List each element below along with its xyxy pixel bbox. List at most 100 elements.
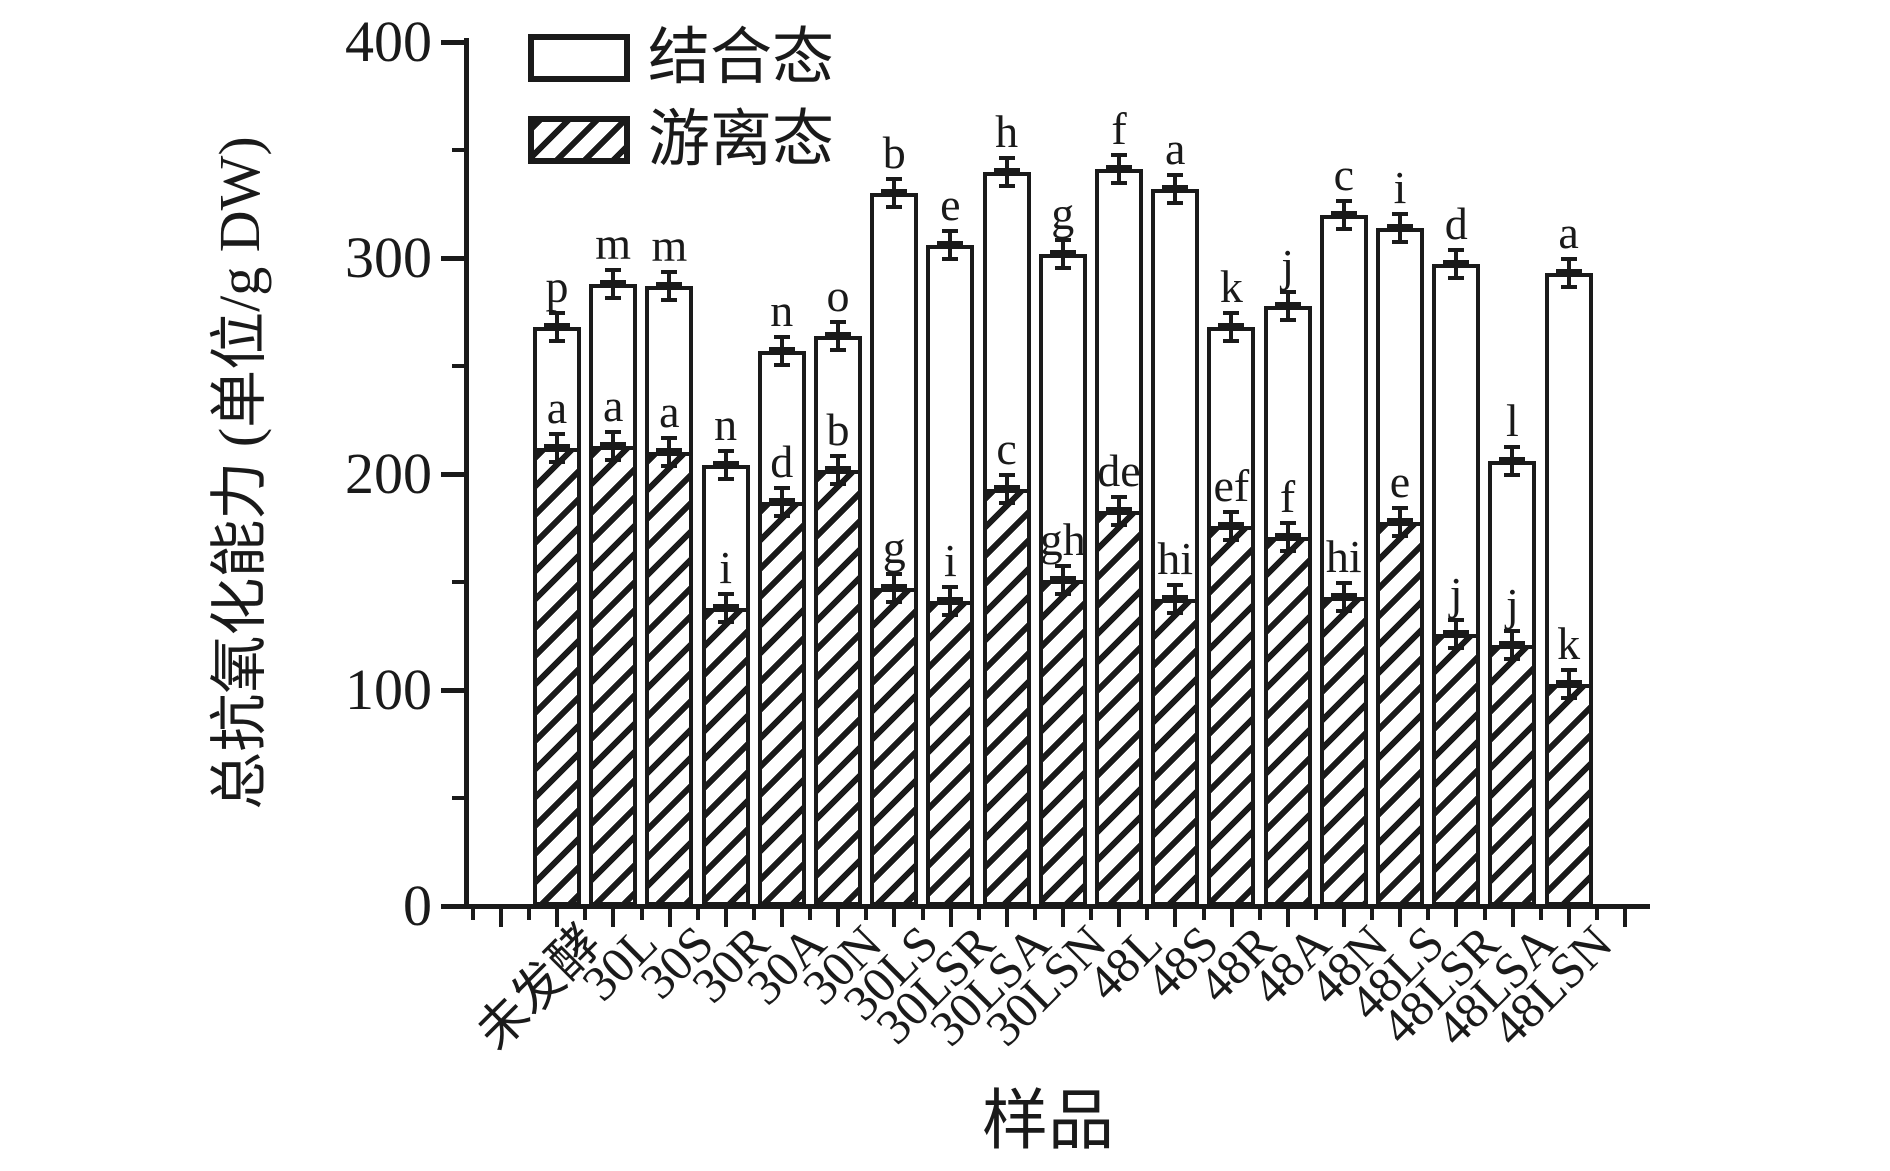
error-bar-cap [605,267,622,272]
error-bar-mean-cap [1555,269,1582,278]
error-bar-cap [830,453,846,458]
x-minor-tick [695,909,700,920]
error-bar-cap [1335,198,1352,203]
x-minor-tick [1257,909,1262,920]
error-bar-cap [1111,181,1127,186]
error-bar-free [1218,509,1245,542]
bar-30LSR [926,245,975,906]
error-bar-free [1499,628,1526,661]
error-bar-free [712,591,739,624]
error-bar-total [1218,311,1245,344]
x-minor-tick [1032,909,1037,920]
error-bar-cap [830,347,846,352]
error-bar-cap [1279,317,1296,322]
error-bar-mean-cap [600,441,627,450]
sig-letter-free: de [1097,444,1141,496]
x-minor-tick [864,909,869,920]
x-major-tick [1454,909,1459,927]
bar-free-segment [1436,633,1477,902]
bar-48S [1151,188,1200,906]
y-minor-tick [452,364,467,368]
sig-letter-free: ef [1213,459,1250,511]
error-bar-cap [605,457,622,462]
bar-free-segment [1492,644,1533,902]
error-bar-cap [998,501,1015,506]
x-major-tick [836,909,841,927]
x-major-tick [948,909,953,927]
bar-free-segment [649,452,690,902]
error-bar-total [1387,211,1413,244]
sig-letter-total: n [714,399,738,451]
error-bar-cap [1054,237,1071,242]
error-bar-cap [773,334,790,339]
error-bar-cap [717,449,734,454]
error-bar-mean-cap [1218,323,1245,332]
sig-letter-free: a [602,379,624,431]
error-bar-cap [661,436,678,441]
x-minor-tick [976,909,981,920]
bar-free-segment [593,445,634,902]
error-bar-free [881,572,908,605]
error-bar-free [1162,583,1189,616]
error-bar-cap [1504,445,1521,450]
y-major-tick [441,904,467,909]
error-bar-total [1106,153,1132,186]
error-bar-cap [549,311,565,316]
error-bar-cap [1392,239,1408,244]
x-axis-line [462,904,1650,909]
x-major-tick [1510,909,1515,927]
bar-48LS [1376,227,1424,906]
error-bar-mean-cap [1274,532,1301,541]
bar-free-segment [818,469,858,902]
sig-letter-total: a [1164,122,1186,174]
x-major-tick [723,909,728,927]
x-minor-tick [1426,909,1431,920]
bar-free-segment [1267,536,1308,902]
x-minor-tick [1313,909,1318,920]
error-bar-cap [1448,248,1465,253]
sig-letter-total: e [940,179,961,231]
error-bar-cap [1504,656,1521,661]
error-bar-mean-cap [1162,595,1189,604]
bar-30LS [870,193,919,906]
bar-30S [645,286,694,906]
error-bar-cap [717,591,734,596]
error-bar-cap [1223,311,1240,316]
bar-free-segment [705,607,746,902]
bar-30L [589,283,638,906]
error-bar-mean-cap [656,448,683,457]
error-bar-cap [1054,591,1071,596]
x-minor-tick [808,909,813,920]
error-bar-cap [942,229,959,234]
error-bar-cap [1448,617,1465,622]
y-minor-tick [452,796,467,800]
sig-letter-free: c [996,423,1017,475]
error-bar-mean-cap [1499,457,1526,466]
error-bar-cap [1279,520,1296,525]
error-bar-free [825,453,851,486]
x-major-tick [1398,909,1403,927]
error-bar-free [1330,581,1357,614]
error-bar-cap [998,183,1015,188]
error-bar-mean-cap [600,279,627,288]
error-bar-cap [549,339,565,344]
bar-30LSN [1038,253,1087,906]
error-bar-free [1387,505,1413,538]
error-bar-cap [1279,289,1296,294]
error-bar-cap [717,619,734,624]
x-major-tick [1229,909,1234,927]
error-bar-free [1274,520,1301,553]
bar-free-segment [1323,597,1364,902]
sig-letter-free: a [659,386,680,438]
error-bar-mean-cap [993,485,1020,494]
bar-free-segment [1548,683,1589,902]
x-major-tick [611,909,616,927]
y-tick-label: 200 [345,441,432,506]
sig-letter-free: a [546,382,568,434]
error-bar-mean-cap [825,331,851,340]
error-bar-total [600,267,627,300]
error-bar-total [1443,248,1470,281]
error-bar-mean-cap [712,461,739,470]
sig-letter-free: e [1389,455,1411,507]
